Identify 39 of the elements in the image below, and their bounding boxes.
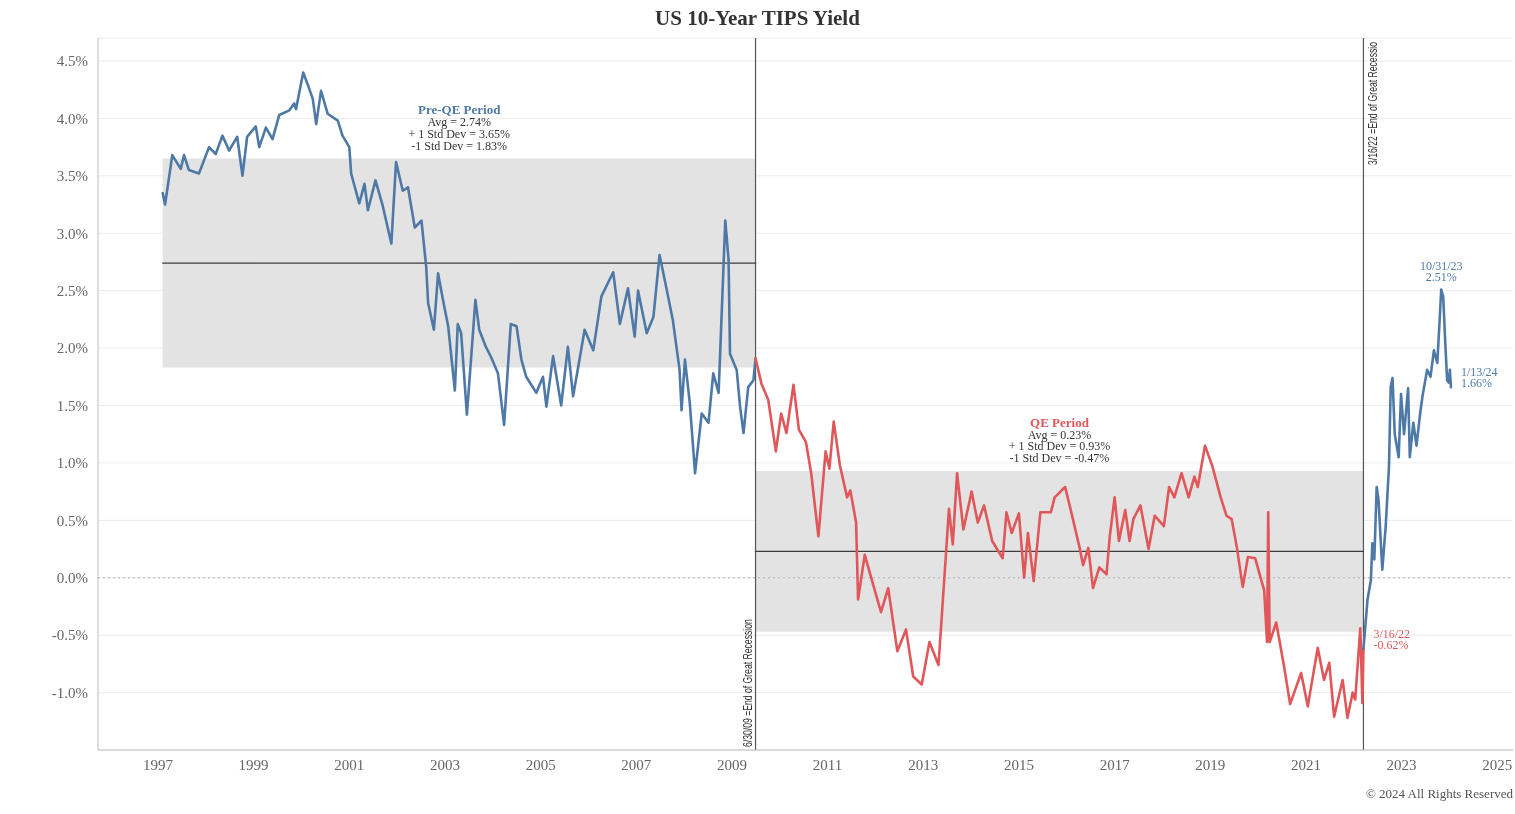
y-tick-label: 1.5%: [56, 397, 88, 414]
data-label: 1/13/24 1.66%: [1460, 365, 1498, 391]
ref-line-label: 3/16/22 =End of Great Recessio: [1367, 41, 1380, 165]
x-tick-label: 2011: [812, 756, 843, 773]
y-tick-label: 4.5%: [56, 53, 88, 70]
y-tick-label: 0.5%: [56, 512, 88, 529]
x-tick-label: 2007: [621, 756, 652, 773]
y-tick-label: 4.0%: [56, 110, 88, 127]
line-series: [161, 71, 757, 475]
x-tick-label: 2001: [334, 756, 365, 773]
line-series: [754, 357, 1365, 720]
line-series: [1362, 288, 1453, 651]
data-label: 10/31/23 2.51%: [1419, 259, 1463, 285]
x-tick-label: 2025: [1482, 756, 1513, 773]
x-tick-label: 2009: [716, 756, 747, 773]
y-tick-label: 1.0%: [56, 455, 88, 472]
text: © 2024 All Rights Reserved: [1365, 786, 1514, 801]
y-tick-label: 2.0%: [56, 340, 88, 357]
x-tick-label: 1999: [238, 756, 269, 773]
data-label: 3/16/22 -0.62%: [1373, 626, 1411, 652]
x-tick-label: 2019: [1195, 756, 1226, 773]
x-tick-label: 2021: [1290, 756, 1321, 773]
y-tick-label: -0.5%: [51, 627, 88, 644]
y-tick-label: 3.0%: [56, 225, 88, 242]
x-tick-label: 2013: [908, 756, 939, 773]
x-tick-label: 2005: [525, 756, 556, 773]
x-tick-label: 1997: [142, 756, 174, 773]
y-tick-label: 3.5%: [56, 168, 88, 185]
ref-line-label: 6/30/09 =End of Great Recession: [741, 619, 754, 747]
y-tick-label: 2.5%: [56, 282, 88, 299]
chart-title: US 10-Year TIPS Yield: [655, 6, 861, 30]
annotation: QE Period Avg = 0.23% + 1 Std Dev = 0.93% -1 Std Dev = -0.47%: [1008, 414, 1111, 465]
x-tick-label: 2017: [1099, 756, 1131, 773]
annotation: Pre-QE Period Avg = 2.74% + 1 Std Dev = 3.65% -1 Std Dev = 1.83%: [408, 102, 510, 153]
x-tick-label: 2015: [1003, 756, 1034, 773]
x-tick-label: 2023: [1386, 756, 1417, 773]
y-tick-label: 0.0%: [56, 570, 88, 587]
x-tick-label: 2003: [429, 756, 460, 773]
y-tick-label: -1.0%: [51, 684, 88, 701]
